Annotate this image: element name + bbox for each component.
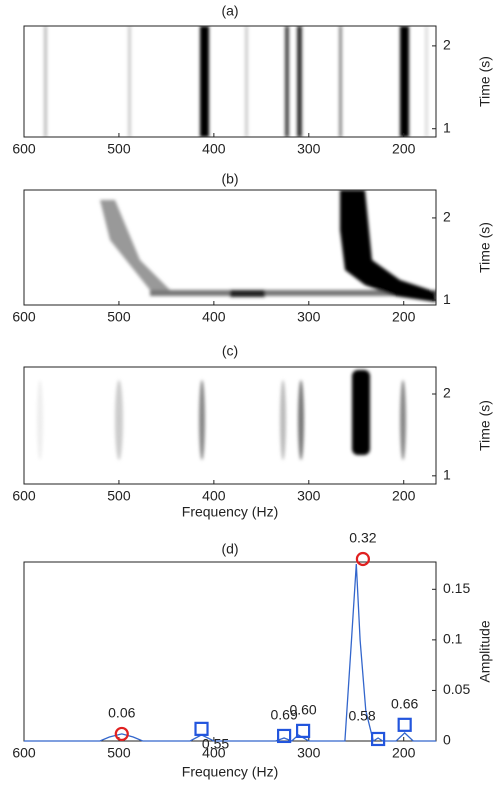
peak-label: 0.55 [202, 736, 229, 752]
peak-circle [355, 551, 371, 567]
y-axis-label: Amplitude [477, 620, 493, 682]
y-axis-label: Time (s) [477, 222, 493, 273]
spectrogram-a [44, 26, 428, 137]
x-tick-label: 300 [297, 745, 321, 761]
y-tick-label: 2 [443, 385, 451, 401]
y-tick-label: 1 [443, 291, 451, 307]
x-tick-label: 400 [202, 745, 226, 761]
x-axis-label: Frequency (Hz) [182, 764, 278, 780]
peak-square [397, 717, 412, 732]
y-tick-label: 1 [443, 119, 451, 135]
spectrogram-b [100, 190, 436, 302]
peak-label: 0.58 [348, 708, 375, 724]
plot-frame [23, 25, 437, 138]
x-axis-label: Frequency (Hz) [182, 504, 278, 520]
peak-label: 0.69 [270, 707, 297, 723]
y-axis-label: Time (s) [477, 56, 493, 107]
panel-title: (b) [221, 171, 238, 187]
x-tick-label: 500 [107, 141, 131, 157]
y-axis-label: Time (s) [477, 400, 493, 451]
spectrogram-c [37, 370, 406, 460]
panel-title: (c) [222, 343, 238, 359]
peak-square [370, 731, 386, 747]
y-tick-label: 0.05 [443, 681, 470, 697]
panel-title: (a) [221, 3, 238, 19]
peak-label: 0.32 [349, 530, 376, 546]
x-tick-label: 300 [297, 309, 321, 325]
x-tick-label: 200 [392, 488, 416, 504]
x-tick-label: 600 [12, 141, 36, 157]
plot-frame [23, 366, 437, 485]
x-tick-label: 500 [107, 745, 131, 761]
panel-title: (d) [221, 541, 238, 557]
peak-square [277, 728, 292, 744]
x-tick-label: 600 [12, 745, 36, 761]
x-tick-label: 400 [202, 141, 226, 157]
y-tick-label: 0.1 [443, 631, 463, 647]
x-tick-label: 300 [297, 488, 321, 504]
peak-label: 0.60 [289, 702, 316, 718]
y-tick-label: 0.15 [443, 580, 470, 596]
peak-square [295, 723, 311, 738]
x-tick-label: 300 [297, 141, 321, 157]
peak-circle [114, 726, 129, 742]
x-tick-label: 400 [202, 488, 226, 504]
x-tick-label: 200 [392, 309, 416, 325]
peak-label: 0.06 [108, 705, 135, 721]
x-tick-label: 500 [107, 309, 131, 325]
y-tick-label: 0 [443, 732, 451, 748]
peak-label: 0.66 [391, 696, 418, 712]
y-tick-label: 2 [443, 209, 451, 225]
x-tick-label: 200 [392, 745, 416, 761]
plot-frame [23, 189, 437, 306]
x-tick-label: 200 [392, 141, 416, 157]
x-tick-label: 600 [12, 488, 36, 504]
y-tick-label: 1 [443, 467, 451, 483]
x-tick-label: 500 [107, 488, 131, 504]
x-tick-label: 600 [12, 309, 36, 325]
y-tick-label: 2 [443, 37, 451, 53]
peak-square [194, 721, 209, 736]
x-tick-label: 400 [202, 309, 226, 325]
